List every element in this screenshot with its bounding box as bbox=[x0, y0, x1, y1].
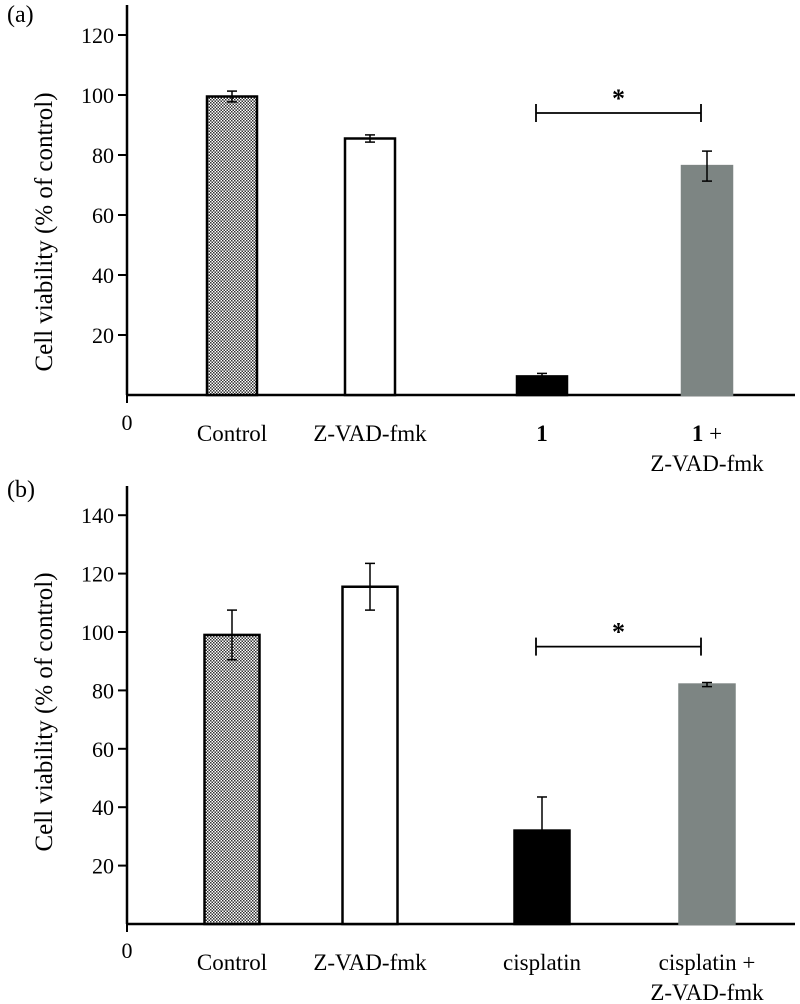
category-label: 1 bbox=[536, 421, 548, 446]
y-tick-label: 120 bbox=[81, 562, 114, 587]
significance-label: * bbox=[612, 84, 625, 113]
category-label-part: Control bbox=[197, 950, 267, 975]
y-tick-label: 80 bbox=[92, 143, 114, 168]
y-tick-label: 40 bbox=[92, 795, 114, 820]
bar bbox=[203, 633, 261, 926]
category-label-part: Control bbox=[197, 421, 267, 446]
y-tick-label: 60 bbox=[92, 737, 114, 762]
y-tick-label: 120 bbox=[81, 23, 114, 48]
category-label-part: Z-VAD-fmk bbox=[650, 451, 764, 476]
y-tick-label: 80 bbox=[92, 678, 114, 703]
bar bbox=[205, 95, 259, 397]
y-axis-label: Cell viability (% of control) bbox=[31, 92, 58, 371]
category-label-part: cisplatin + bbox=[659, 950, 756, 975]
y-tick-label: 100 bbox=[81, 83, 114, 108]
significance-label: * bbox=[612, 618, 625, 647]
bar bbox=[343, 137, 397, 397]
category-label: cisplatin + bbox=[659, 950, 756, 975]
y-tick-label: 40 bbox=[92, 263, 114, 288]
y-tick-label: 20 bbox=[92, 323, 114, 348]
category-label: cisplatin bbox=[503, 950, 581, 975]
category-label-part: 1 bbox=[536, 421, 548, 446]
y-tick-label: 140 bbox=[81, 503, 114, 528]
y-tick-label: 0 bbox=[122, 938, 133, 963]
category-label-part: + bbox=[703, 421, 722, 446]
bar bbox=[678, 683, 736, 926]
category-label: Control bbox=[197, 950, 267, 975]
panel-label: (a) bbox=[7, 2, 34, 28]
category-label: Z-VAD-fmk bbox=[313, 421, 427, 446]
category-label-part: cisplatin bbox=[503, 950, 581, 975]
category-label-part: Z-VAD-fmk bbox=[313, 950, 427, 975]
category-label-part: Z-VAD-fmk bbox=[650, 980, 764, 1004]
category-label-part: 1 bbox=[692, 421, 704, 446]
category-label: Z-VAD-fmk bbox=[650, 451, 764, 476]
category-label-part: Z-VAD-fmk bbox=[313, 421, 427, 446]
bar bbox=[680, 164, 734, 397]
panel-label: (b) bbox=[7, 477, 35, 503]
y-tick-label: 0 bbox=[122, 410, 133, 435]
category-label: Control bbox=[197, 421, 267, 446]
y-tick-label: 60 bbox=[92, 203, 114, 228]
panel-a: (a) Cell viability (% of control) 0 20 40 60 8… bbox=[7, 2, 795, 476]
panel-b: (b) Cell viability (% of control) 0 20 40 60 8… bbox=[7, 477, 795, 1004]
bar bbox=[341, 585, 399, 926]
category-label: 1 + bbox=[692, 421, 722, 446]
category-label: Z-VAD-fmk bbox=[650, 980, 764, 1004]
y-tick-label: 100 bbox=[81, 620, 114, 645]
y-tick-label: 20 bbox=[92, 854, 114, 879]
y-axis-label: Cell viability (% of control) bbox=[31, 572, 58, 851]
category-label: Z-VAD-fmk bbox=[313, 950, 427, 975]
